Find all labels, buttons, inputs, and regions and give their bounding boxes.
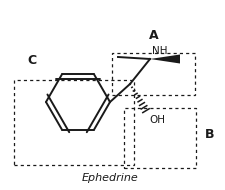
Bar [112, 53, 195, 95]
Text: OH: OH [149, 115, 165, 125]
Polygon shape [150, 55, 180, 63]
Text: B: B [205, 128, 215, 142]
Text: A: A [149, 29, 159, 42]
Bar [14, 80, 134, 165]
Text: NH: NH [152, 46, 167, 56]
Text: Ephedrine: Ephedrine [82, 173, 138, 183]
Text: C: C [27, 54, 36, 66]
Bar [124, 108, 196, 168]
